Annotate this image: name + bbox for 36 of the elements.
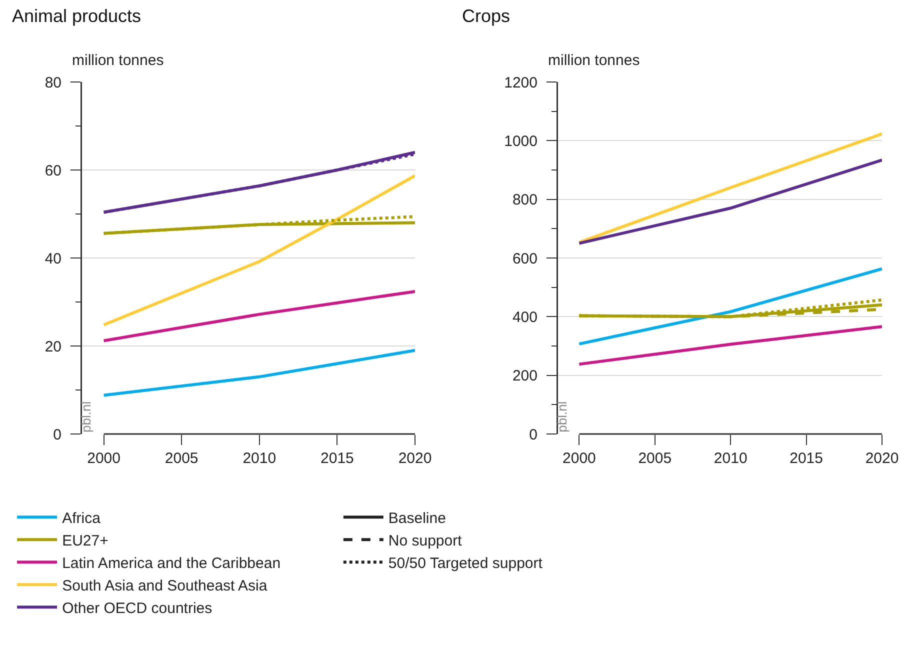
y-tick-label: 600 (512, 250, 538, 268)
y-axis-title: million tonnes (72, 52, 164, 69)
x-tick-label: 2010 (714, 450, 748, 467)
y-tick-label: 200 (512, 368, 538, 385)
x-tick-label: 2005 (638, 450, 672, 467)
y-axis-title: million tonnes (548, 52, 640, 69)
legend-label: EU27+ (62, 532, 109, 550)
y-tick-label: 800 (512, 192, 538, 209)
legend-label: Baseline (388, 510, 446, 527)
annotation: pbl.nl (554, 401, 570, 432)
y-tick-label: 80 (44, 74, 62, 92)
x-tick-label: 2020 (398, 450, 432, 467)
y-tick-label: 0 (53, 426, 62, 444)
legend-label: No support (388, 532, 463, 550)
x-tick-label: 2020 (865, 450, 899, 467)
x-tick-label: 2015 (790, 450, 823, 467)
y-tick-label: 400 (512, 308, 538, 326)
x-tick-label: 2005 (164, 450, 198, 467)
y-tick-label: 20 (44, 338, 62, 356)
legend-label: Latin America and the Caribbean (62, 554, 281, 572)
x-tick-label: 2000 (562, 450, 596, 467)
legend-label: 50/50 Targeted support (388, 554, 544, 572)
y-tick-label: 40 (44, 250, 62, 268)
x-tick-label: 2015 (320, 450, 354, 467)
legend-label: Africa (62, 510, 102, 527)
y-tick-label: 60 (44, 162, 62, 180)
annotation: pbl.nl (78, 401, 94, 432)
chart-title: Crops (462, 6, 510, 26)
legend-label: South Asia and Southeast Asia (62, 577, 268, 594)
y-tick-label: 0 (529, 426, 538, 444)
chart-title: Animal products (12, 6, 142, 26)
x-tick-label: 2010 (242, 450, 276, 467)
y-tick-label: 1200 (504, 74, 538, 92)
x-tick-label: 2000 (87, 450, 120, 467)
y-tick-label: 1000 (504, 132, 538, 150)
legend-label: Other OECD countries (62, 600, 212, 617)
